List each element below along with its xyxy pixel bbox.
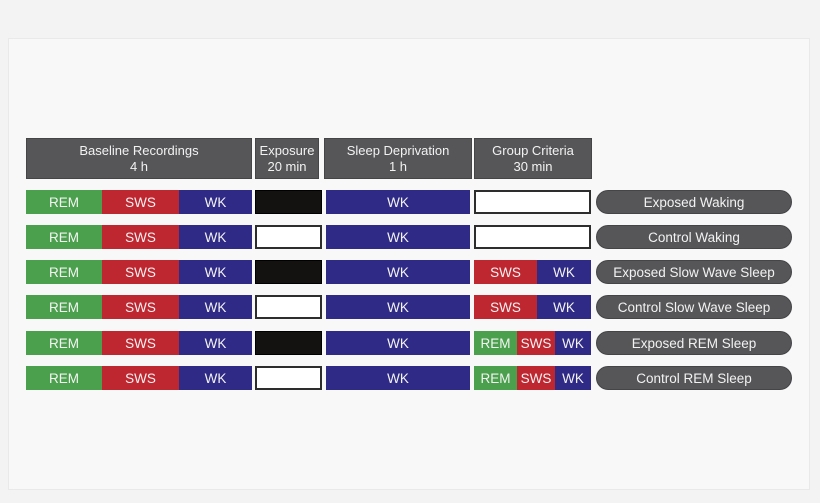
criteria-wk-segment: WK (555, 366, 591, 390)
sleep-deprivation-wk-segment: WK (326, 190, 470, 214)
exposure-empty-box (255, 225, 322, 249)
criteria-wk-segment: WK (555, 331, 591, 355)
protocol-row-exposed-rem: REM SWS WK WK REM SWS WK Exposed REM Sle… (0, 331, 820, 355)
sleep-deprivation-wk-segment: WK (326, 295, 470, 319)
criteria-wk-segment: WK (537, 295, 591, 319)
sleep-deprivation-wk-segment: WK (326, 331, 470, 355)
group-label-pill: Control Waking (596, 225, 792, 249)
criteria-sws-segment: SWS (517, 366, 555, 390)
exposure-filled-box (255, 260, 322, 284)
group-label-pill: Control REM Sleep (596, 366, 792, 390)
header-title: Exposure (259, 142, 315, 158)
protocol-row-control-sws: REM SWS WK WK SWS WK Control Slow Wave S… (0, 295, 820, 319)
baseline-wk-segment: WK (179, 190, 252, 214)
header-duration: 4 h (129, 158, 149, 174)
criteria-sws-segment: SWS (517, 331, 555, 355)
header-title: Sleep Deprivation (346, 142, 450, 158)
header-duration: 30 min (513, 158, 553, 174)
criteria-sws-segment: SWS (474, 260, 537, 284)
header-sleep-deprivation: Sleep Deprivation 1 h (324, 138, 472, 179)
baseline-sws-segment: SWS (102, 225, 179, 249)
group-label-pill: Control Slow Wave Sleep (596, 295, 792, 319)
baseline-wk-segment: WK (179, 366, 252, 390)
sleep-deprivation-wk-segment: WK (326, 366, 470, 390)
header-title: Group Criteria (492, 142, 574, 158)
baseline-rem-segment: REM (26, 366, 102, 390)
header-group-criteria: Group Criteria 30 min (474, 138, 592, 179)
protocol-row-exposed-sws: REM SWS WK WK SWS WK Exposed Slow Wave S… (0, 260, 820, 284)
criteria-wk-segment: WK (537, 260, 591, 284)
baseline-wk-segment: WK (179, 260, 252, 284)
criteria-empty-box (474, 225, 591, 249)
baseline-wk-segment: WK (179, 295, 252, 319)
sleep-deprivation-wk-segment: WK (326, 260, 470, 284)
exposure-empty-box (255, 295, 322, 319)
baseline-rem-segment: REM (26, 331, 102, 355)
header-exposure: Exposure 20 min (255, 138, 319, 179)
header-title: Baseline Recordings (79, 142, 199, 158)
criteria-sws-segment: SWS (474, 295, 537, 319)
baseline-rem-segment: REM (26, 190, 102, 214)
baseline-rem-segment: REM (26, 225, 102, 249)
group-label-pill: Exposed REM Sleep (596, 331, 792, 355)
criteria-rem-segment: REM (474, 331, 517, 355)
baseline-rem-segment: REM (26, 260, 102, 284)
header-duration: 1 h (388, 158, 408, 174)
baseline-wk-segment: WK (179, 225, 252, 249)
exposure-filled-box (255, 331, 322, 355)
baseline-sws-segment: SWS (102, 366, 179, 390)
group-label-pill: Exposed Slow Wave Sleep (596, 260, 792, 284)
criteria-empty-box (474, 190, 591, 214)
baseline-rem-segment: REM (26, 295, 102, 319)
group-label-pill: Exposed Waking (596, 190, 792, 214)
baseline-sws-segment: SWS (102, 295, 179, 319)
protocol-row-control-waking: REM SWS WK WK Control Waking (0, 225, 820, 249)
header-duration: 20 min (267, 158, 307, 174)
baseline-sws-segment: SWS (102, 260, 179, 284)
protocol-row-control-rem: REM SWS WK WK REM SWS WK Control REM Sle… (0, 366, 820, 390)
exposure-filled-box (255, 190, 322, 214)
criteria-rem-segment: REM (474, 366, 517, 390)
baseline-sws-segment: SWS (102, 190, 179, 214)
exposure-empty-box (255, 366, 322, 390)
header-baseline-recordings: Baseline Recordings 4 h (26, 138, 252, 179)
baseline-wk-segment: WK (179, 331, 252, 355)
baseline-sws-segment: SWS (102, 331, 179, 355)
protocol-row-exposed-waking: REM SWS WK WK Exposed Waking (0, 190, 820, 214)
sleep-deprivation-wk-segment: WK (326, 225, 470, 249)
